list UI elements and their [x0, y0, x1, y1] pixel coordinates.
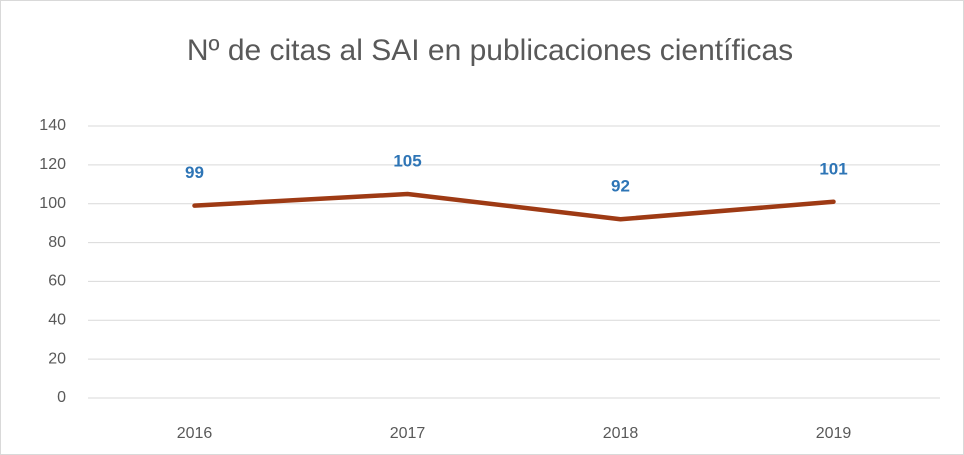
y-tick-label: 60: [48, 273, 66, 290]
x-tick-label: 2018: [603, 425, 639, 442]
chart-title: Nº de citas al SAI en publicaciones cien…: [187, 34, 793, 67]
y-tick-label: 0: [57, 389, 66, 406]
y-tick-label: 100: [39, 195, 66, 212]
data-label: 92: [611, 177, 630, 196]
data-label: 99: [185, 163, 204, 182]
data-label: 101: [819, 159, 847, 178]
x-tick-label: 2016: [177, 425, 213, 442]
y-tick-label: 40: [48, 312, 66, 329]
y-tick-label: 140: [39, 117, 66, 134]
y-tick-label: 120: [39, 156, 66, 173]
data-label: 105: [393, 151, 421, 170]
x-tick-label: 2017: [390, 425, 426, 442]
y-tick-label: 80: [48, 234, 66, 251]
y-tick-label: 20: [48, 350, 66, 367]
data-line: [192, 191, 836, 222]
x-tick-label: 2019: [816, 425, 852, 442]
